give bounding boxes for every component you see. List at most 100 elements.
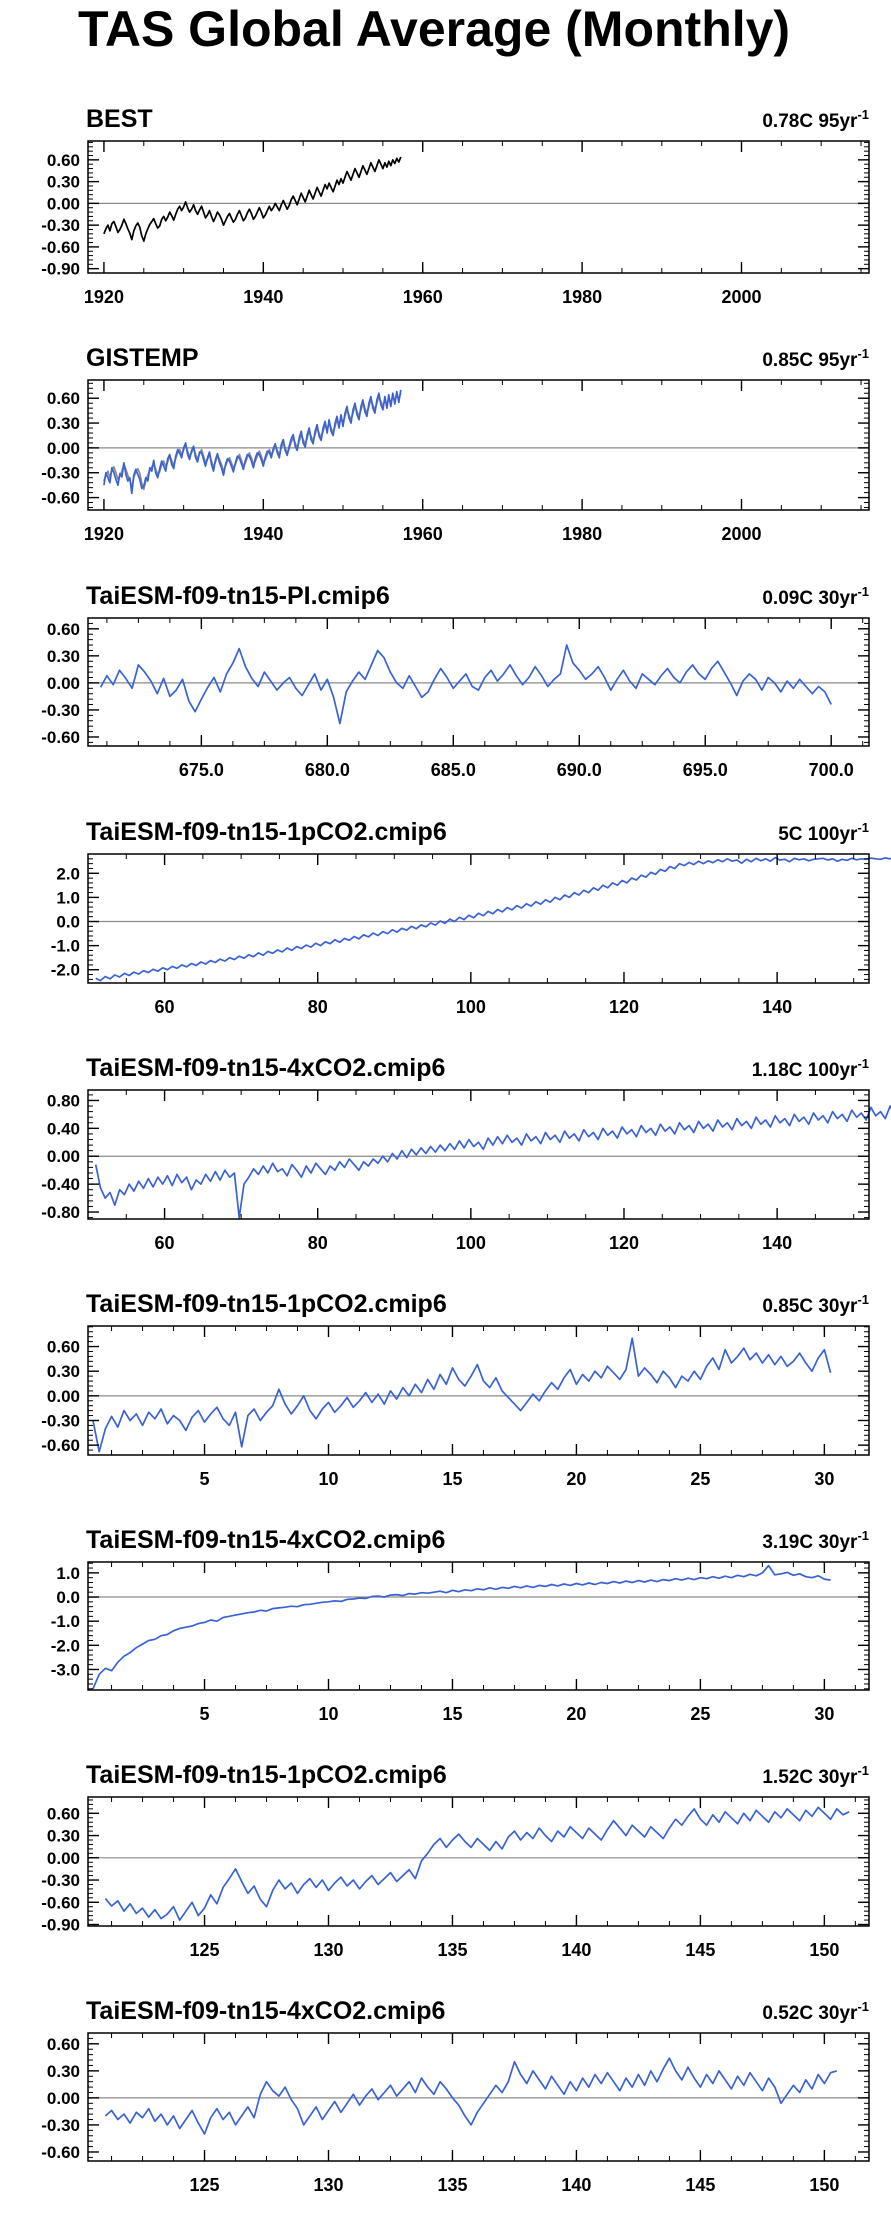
panel-title: TaiESM-f09-tn15-1pCO2.cmip6 <box>86 1290 447 1318</box>
y-tick-label: 0.0 <box>56 913 80 932</box>
panel-3: TaiESM-f09-tn15-PI.cmip6 0.09C 30yr-1 675.… <box>41 582 870 780</box>
y-tick-label: 1.0 <box>56 1564 80 1583</box>
y-tick-label: 0.30 <box>47 2062 80 2081</box>
series-line-1 <box>104 2057 838 2135</box>
y-tick-label: -0.80 <box>41 1203 80 1222</box>
series-line-1 <box>95 856 891 982</box>
x-tick-label: 1920 <box>84 287 124 307</box>
x-tick-label: 1960 <box>403 287 443 307</box>
x-tick-label: 700.0 <box>809 760 854 780</box>
series-line-1 <box>104 1806 850 1921</box>
trend-label: 0.52C 30yr-1 <box>762 1999 869 2024</box>
trend-label: 0.85C 95yr-1 <box>762 346 869 371</box>
plot-frame <box>87 1796 870 1927</box>
x-tick-label: 1940 <box>243 524 283 544</box>
x-tick-label: 130 <box>313 2175 343 2195</box>
x-tick-label: 10 <box>318 1704 338 1724</box>
plot-frame <box>87 617 870 747</box>
y-tick-label: -0.40 <box>41 1175 80 1194</box>
trend-label: 5C 100yr-1 <box>778 820 869 845</box>
x-tick-label: 1980 <box>562 524 602 544</box>
y-tick-label: -0.30 <box>41 216 80 235</box>
y-tick-label: 0.00 <box>47 2089 80 2108</box>
series-line-1 <box>99 644 832 725</box>
y-tick-label: -0.60 <box>41 238 80 257</box>
y-tick-label: 0.30 <box>47 1362 80 1381</box>
x-tick-label: 5 <box>200 1704 210 1724</box>
x-tick-label: 125 <box>190 1940 220 1960</box>
y-tick-label: 0.60 <box>47 620 80 639</box>
x-tick-label: 5 <box>200 1469 210 1489</box>
x-tick-label: 100 <box>456 1233 486 1253</box>
x-tick-label: 1960 <box>403 524 443 544</box>
x-tick-label: 680.0 <box>305 760 350 780</box>
panel-9: TaiESM-f09-tn15-4xCO2.cmip6 0.52C 30yr-1 1… <box>41 1997 870 2195</box>
x-tick-label: 120 <box>609 997 639 1017</box>
x-tick-label: 150 <box>809 2175 839 2195</box>
series-line-1 <box>103 156 402 242</box>
y-tick-label: 0.40 <box>47 1119 80 1138</box>
y-tick-label: -0.30 <box>41 464 80 483</box>
page-title: TAS Global Average (Monthly) <box>78 1 791 57</box>
y-tick-label: -3.0 <box>51 1660 80 1679</box>
panel-title: BEST <box>86 105 153 133</box>
x-tick-label: 135 <box>437 2175 467 2195</box>
y-tick-label: 0.00 <box>47 1147 80 1166</box>
panel-8: TaiESM-f09-tn15-1pCO2.cmip6 1.52C 30yr-1 1… <box>41 1761 870 1960</box>
y-tick-label: 0.60 <box>47 1338 80 1357</box>
trend-label: 0.85C 30yr-1 <box>762 1292 869 1317</box>
y-tick-label: 1.0 <box>56 888 80 907</box>
panel-title: TaiESM-f09-tn15-4xCO2.cmip6 <box>86 1997 445 2025</box>
plot-frame <box>87 379 870 511</box>
panel-4: TaiESM-f09-tn15-1pCO2.cmip6 5C 100yr-1 60 8… <box>51 818 891 1017</box>
x-tick-label: 140 <box>762 1233 792 1253</box>
x-tick-label: 2000 <box>721 524 761 544</box>
plot-frame <box>87 1561 870 1691</box>
x-tick-label: 30 <box>814 1704 834 1724</box>
panel-7: TaiESM-f09-tn15-4xCO2.cmip6 3.19C 30yr-1 5… <box>51 1526 870 1724</box>
x-tick-label: 1920 <box>84 524 124 544</box>
y-tick-label: -0.90 <box>41 260 80 279</box>
y-tick-label: -1.0 <box>51 937 80 956</box>
x-tick-label: 135 <box>437 1940 467 1960</box>
panel-title: TaiESM-f09-tn15-1pCO2.cmip6 <box>86 1761 447 1789</box>
x-tick-label: 125 <box>190 2175 220 2195</box>
plot-frame <box>87 853 870 984</box>
x-tick-label: 15 <box>442 1469 462 1489</box>
panel-6: TaiESM-f09-tn15-1pCO2.cmip6 0.85C 30yr-1 5… <box>41 1290 870 1489</box>
y-tick-label: -0.60 <box>41 489 80 508</box>
panel-title: TaiESM-f09-tn15-4xCO2.cmip6 <box>86 1526 445 1554</box>
y-tick-label: 0.30 <box>47 647 80 666</box>
trend-label: 1.52C 30yr-1 <box>762 1763 869 1788</box>
y-tick-label: 0.30 <box>47 173 80 192</box>
series-line-2 <box>103 389 402 495</box>
series-line-1 <box>92 1337 832 1453</box>
x-tick-label: 20 <box>566 1704 586 1724</box>
trend-label: 0.78C 95yr-1 <box>762 107 869 132</box>
y-tick-label: -0.30 <box>41 1411 80 1430</box>
series-line-1 <box>94 1105 891 1219</box>
y-tick-label: 0.30 <box>47 1827 80 1846</box>
x-tick-label: 690.0 <box>557 760 602 780</box>
y-tick-label: 0.00 <box>47 194 80 213</box>
x-tick-label: 140 <box>561 2175 591 2195</box>
y-tick-label: -0.60 <box>41 1893 80 1912</box>
y-tick-label: 0.00 <box>47 1387 80 1406</box>
panel-title: GISTEMP <box>86 344 199 372</box>
y-tick-label: -0.30 <box>41 701 80 720</box>
y-tick-label: 0.60 <box>47 1804 80 1823</box>
y-tick-label: -0.30 <box>41 1871 80 1890</box>
y-tick-label: 0.30 <box>47 414 80 433</box>
x-tick-label: 60 <box>155 997 175 1017</box>
x-tick-label: 140 <box>762 997 792 1017</box>
y-tick-label: -0.30 <box>41 2116 80 2135</box>
y-tick-label: -2.0 <box>51 961 80 980</box>
x-tick-label: 2000 <box>721 287 761 307</box>
panel-5: TaiESM-f09-tn15-4xCO2.cmip6 1.18C 100yr-1… <box>41 1054 891 1253</box>
y-tick-label: -1.0 <box>51 1612 80 1631</box>
x-tick-label: 695.0 <box>683 760 728 780</box>
panel-2: GISTEMP 0.85C 95yr-1 1920 1940 1960 1980 2000 0… <box>41 344 870 544</box>
plot-frame <box>87 2032 870 2162</box>
y-tick-label: -2.0 <box>51 1636 80 1655</box>
plot-frame <box>87 1089 870 1220</box>
